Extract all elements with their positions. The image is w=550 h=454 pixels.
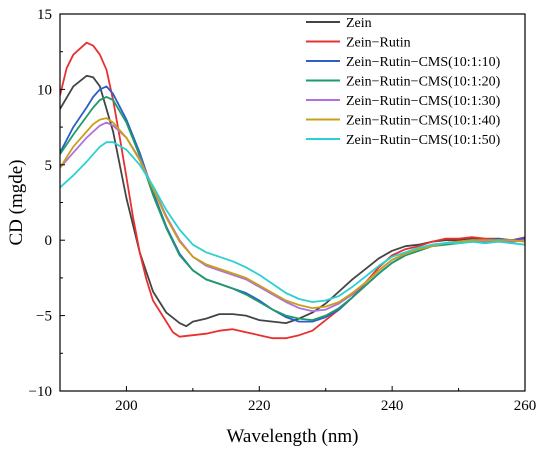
y-tick-label: 10 (37, 82, 52, 98)
x-axis: 200 220 240 260 (59, 386, 537, 414)
legend-label: Zein−Rutin−CMS(10:1:30) (346, 94, 501, 109)
x-axis-title: Wavelength (nm) (227, 426, 359, 447)
legend-label: Zein−Rutin−CMS(10:1:50) (346, 133, 501, 148)
x-tick-label: 200 (115, 398, 138, 414)
x-tick-label: 260 (514, 398, 537, 414)
y-tick-label: 15 (37, 7, 52, 23)
legend-label: Zein−Rutin (346, 36, 411, 51)
series-line-2 (60, 41, 525, 340)
x-tick-label: 220 (248, 398, 271, 414)
legend-label: Zein−Rutin−CMS(10:1:10) (346, 55, 501, 70)
series-line-1 (60, 74, 525, 328)
x-tick-label: 240 (381, 398, 404, 414)
series-layer (60, 41, 525, 340)
y-tick-label: 5 (45, 158, 53, 174)
series-line-7 (60, 141, 525, 303)
legend-label: Zein−Rutin−CMS(10:1:20) (346, 75, 501, 90)
y-tick-label: 0 (45, 233, 53, 249)
y-axis: −10 −5 0 5 10 15 (29, 7, 65, 400)
series-line-4 (60, 96, 525, 321)
y-tick-label: −5 (36, 309, 52, 325)
y-tick-label: −10 (29, 384, 52, 400)
legend-label: Zein−Rutin−CMS(10:1:40) (346, 114, 501, 129)
series-line-5 (60, 121, 525, 312)
legend: Zein Zein−Rutin Zein−Rutin−CMS(10:1:10) Zei… (306, 16, 501, 148)
legend-label: Zein (346, 16, 372, 31)
y-axis-title: CD (mgde) (6, 159, 27, 245)
